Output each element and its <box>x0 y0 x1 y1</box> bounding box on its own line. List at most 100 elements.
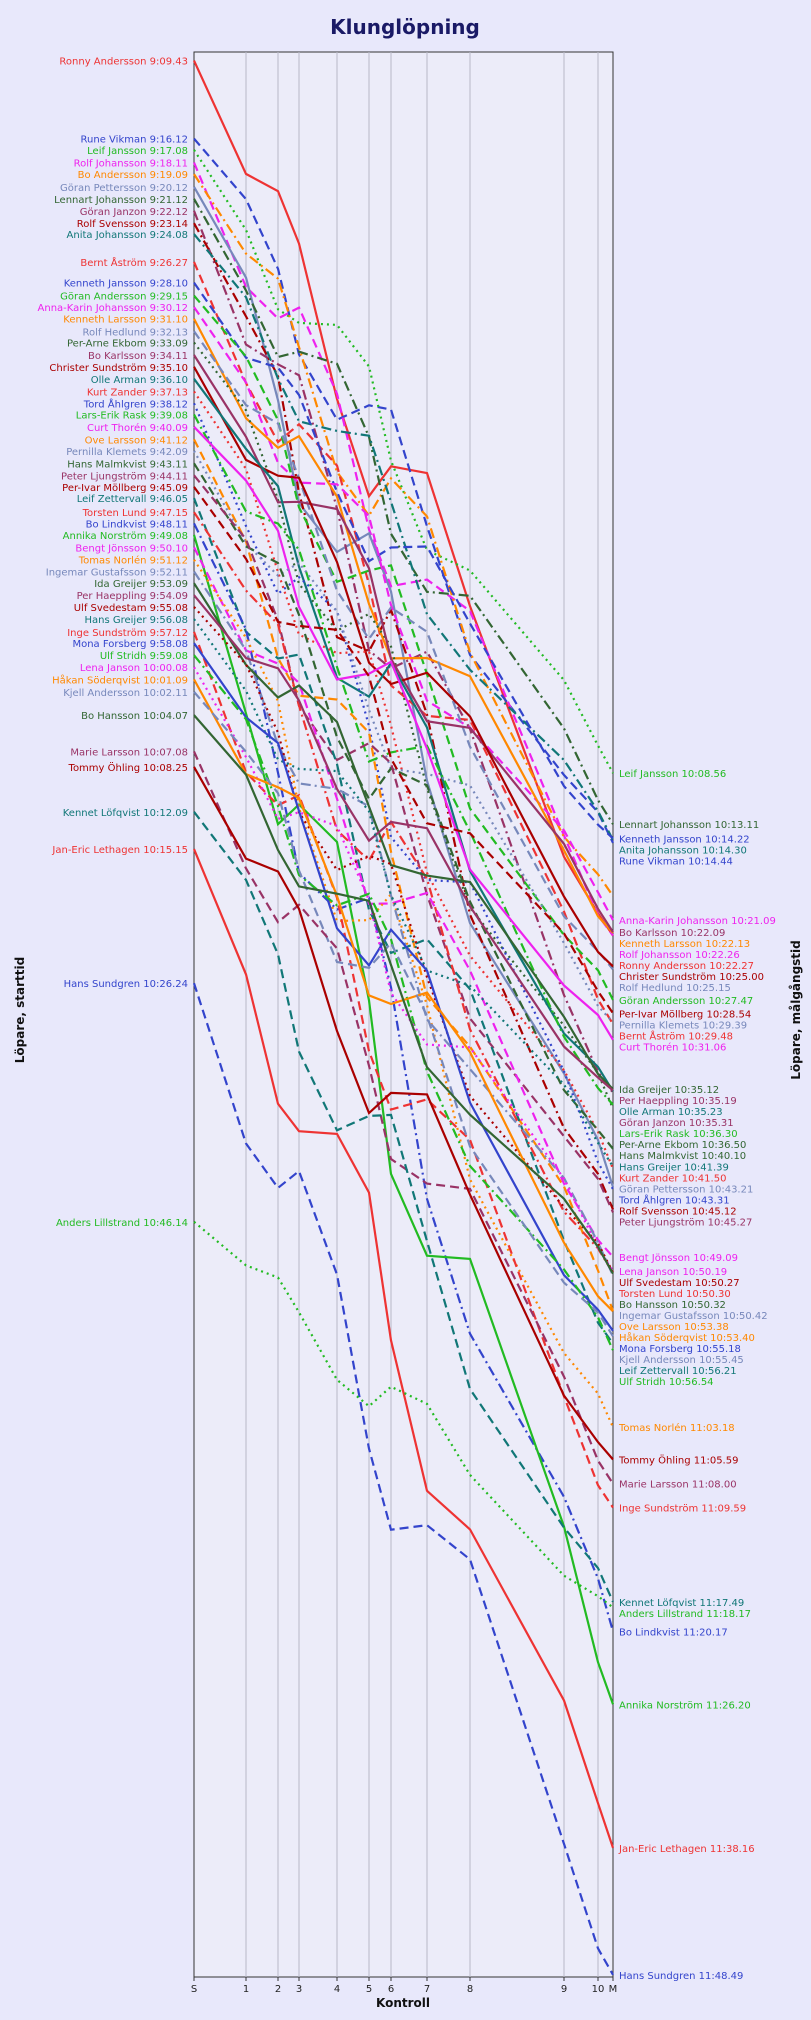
start-label: Lena Janson 10:00.08 <box>80 663 188 674</box>
start-label: Lennart Johansson 9:21.12 <box>54 195 188 206</box>
start-label: Kjell Andersson 10:02.11 <box>63 688 188 699</box>
start-label: Göran Andersson 9:29.15 <box>60 292 188 303</box>
start-label: Göran Janzon 9:22.12 <box>80 207 188 218</box>
series-line <box>192 982 614 1976</box>
tick-label: M <box>609 1984 618 1995</box>
finish-label: Jan-Eric Lethagen 11:38.16 <box>618 1844 755 1855</box>
start-label: Per-Arne Ekbom 9:33.09 <box>67 339 188 350</box>
start-label: Ingemar Gustafsson 9:52.11 <box>46 568 188 579</box>
start-label: Leif Zettervall 9:46.05 <box>77 494 188 505</box>
start-label: Anita Johansson 9:24.08 <box>67 230 188 241</box>
series-line <box>193 618 614 1168</box>
finish-label: Mona Forsberg 10:55.18 <box>619 1344 741 1355</box>
series-line <box>193 198 614 825</box>
finish-label: Leif Zettervall 10:56.21 <box>619 1366 737 1377</box>
start-label: Mona Forsberg 9:58.08 <box>72 639 188 650</box>
tick-label: 4 <box>334 1984 340 1995</box>
start-label: Bernt Åström 9:26.27 <box>80 256 188 269</box>
start-label: Tomas Norlén 9:51.12 <box>78 555 188 567</box>
series-line <box>192 848 615 1849</box>
start-label: Annika Norström 9:49.08 <box>63 531 188 542</box>
tick-label: 9 <box>561 1984 567 1995</box>
finish-label: Annika Norström 11:26.20 <box>619 1700 751 1711</box>
start-label: Hans Greijer 9:56.08 <box>84 615 188 626</box>
start-label: Marie Larsson 10:07.08 <box>70 747 188 758</box>
start-label: Torsten Lund 9:47.15 <box>82 508 188 519</box>
series-line <box>192 210 614 1094</box>
start-label: Curt Thorén 9:40.09 <box>87 422 188 434</box>
series-line <box>193 546 614 1258</box>
finish-label: Hans Sundgren 11:48.49 <box>619 1971 743 1982</box>
series-line <box>193 366 614 968</box>
series-line <box>193 426 614 1041</box>
series-line <box>193 811 615 1603</box>
finish-label: Rolf Johansson 10:22.26 <box>619 950 740 961</box>
finish-label: Christer Sundström 10:25.00 <box>619 972 764 983</box>
tick-label: 1 <box>243 1984 249 1995</box>
start-label: Håkan Söderqvist 10:01.09 <box>52 673 188 686</box>
start-label: Hans Sundgren 10:26.24 <box>64 979 188 990</box>
series-line <box>193 281 614 840</box>
tick-label: 7 <box>424 1984 430 1995</box>
finish-label: Peter Ljungström 10:45.27 <box>619 1218 752 1229</box>
finish-label: Ida Greijer 10:35.12 <box>619 1085 719 1096</box>
series-line <box>193 559 615 1428</box>
finish-label: Rune Vikman 10:14.44 <box>619 856 733 867</box>
chart-title: Klunglöpning <box>330 15 480 39</box>
finish-label: Kenneth Larsson 10:22.13 <box>619 939 750 950</box>
series-line <box>193 678 614 1313</box>
start-label: Bengt Jönsson 9:50.10 <box>75 543 188 554</box>
finish-label: Bo Karlsson 10:22.09 <box>619 928 725 939</box>
series-line <box>193 354 614 933</box>
finish-label: Ulf Stridh 10:56.54 <box>619 1377 714 1388</box>
start-label: Kurt Zander 9:37.13 <box>87 387 188 398</box>
start-label: Olle Arman 9:36.10 <box>91 375 188 386</box>
finish-label: Anna-Karin Johansson 10:21.09 <box>619 916 776 927</box>
start-label: Ulf Stridh 9:59.08 <box>100 651 188 662</box>
finish-labels: Leif Jansson 10:08.56 Lennart Johansson 1… <box>618 769 776 1982</box>
finish-label: Olle Arman 10:35.23 <box>619 1107 723 1118</box>
start-label: Bo Lindkvist 9:48.11 <box>86 519 188 530</box>
start-label: Hans Malmkvist 9:43.11 <box>67 459 188 470</box>
start-label: Per-Ivar Möllberg 9:45.09 <box>62 483 188 494</box>
start-label: Ida Greijer 9:53.09 <box>94 579 188 590</box>
finish-label: Lennart Johansson 10:13.11 <box>619 820 759 831</box>
start-label: Göran Pettersson 9:20.12 <box>60 183 188 194</box>
finish-label: Kjell Andersson 10:55.45 <box>619 1355 744 1366</box>
start-label: Tord Åhlgren 9:38.12 <box>83 397 188 410</box>
y-axis-title-left: Löpare, starttid <box>13 957 27 1063</box>
start-label: Bo Hansson 10:04.07 <box>81 711 188 722</box>
finish-label: Bo Lindkvist 11:20.17 <box>619 1628 728 1639</box>
start-label: Rolf Hedlund 9:32.13 <box>83 327 188 338</box>
series-line <box>193 438 615 1312</box>
start-label: Kenneth Jansson 9:28.10 <box>64 279 188 290</box>
start-label: Kenneth Larsson 9:31.10 <box>63 315 188 326</box>
start-label: Inge Sundström 9:57.12 <box>67 628 188 639</box>
series-line <box>193 594 614 1092</box>
start-label: Peter Ljungström 9:44.11 <box>61 471 188 482</box>
series-line <box>193 714 614 1275</box>
finish-label: Hans Malmkvist 10:40.10 <box>619 1151 746 1162</box>
series-line <box>192 631 614 1509</box>
finish-label: Anders Lillstrand 11:18.17 <box>619 1609 751 1620</box>
series-line <box>193 474 615 1213</box>
tick-label: 8 <box>467 1984 473 1995</box>
finish-label: Tomas Norlén 11:03.18 <box>618 1422 735 1434</box>
start-labels: Ronny Andersson 9:09.43 Rune Vikman 9:16.… <box>38 57 188 1229</box>
series-line <box>193 173 614 897</box>
finish-label: Tord Åhlgren 10:43.31 <box>618 1194 730 1207</box>
series-line <box>193 642 614 1332</box>
start-label: Lars-Erik Rask 9:39.08 <box>76 411 188 422</box>
series-line <box>193 654 615 1351</box>
tick-label: 3 <box>296 1984 302 1995</box>
series-line <box>193 462 614 1150</box>
series-line <box>193 511 614 1274</box>
finish-label: Ove Larsson 10:53.38 <box>619 1322 729 1333</box>
finish-label: Ronny Andersson 10:22.27 <box>619 961 754 972</box>
start-label: Leif Jansson 9:17.08 <box>87 146 188 157</box>
finish-label: Kenneth Jansson 10:14.22 <box>619 834 750 845</box>
series-lines <box>192 60 615 1976</box>
finish-label: Kurt Zander 10:41.50 <box>619 1174 726 1185</box>
series-line <box>193 486 614 1014</box>
start-label: Rolf Johansson 9:18.11 <box>74 158 188 169</box>
